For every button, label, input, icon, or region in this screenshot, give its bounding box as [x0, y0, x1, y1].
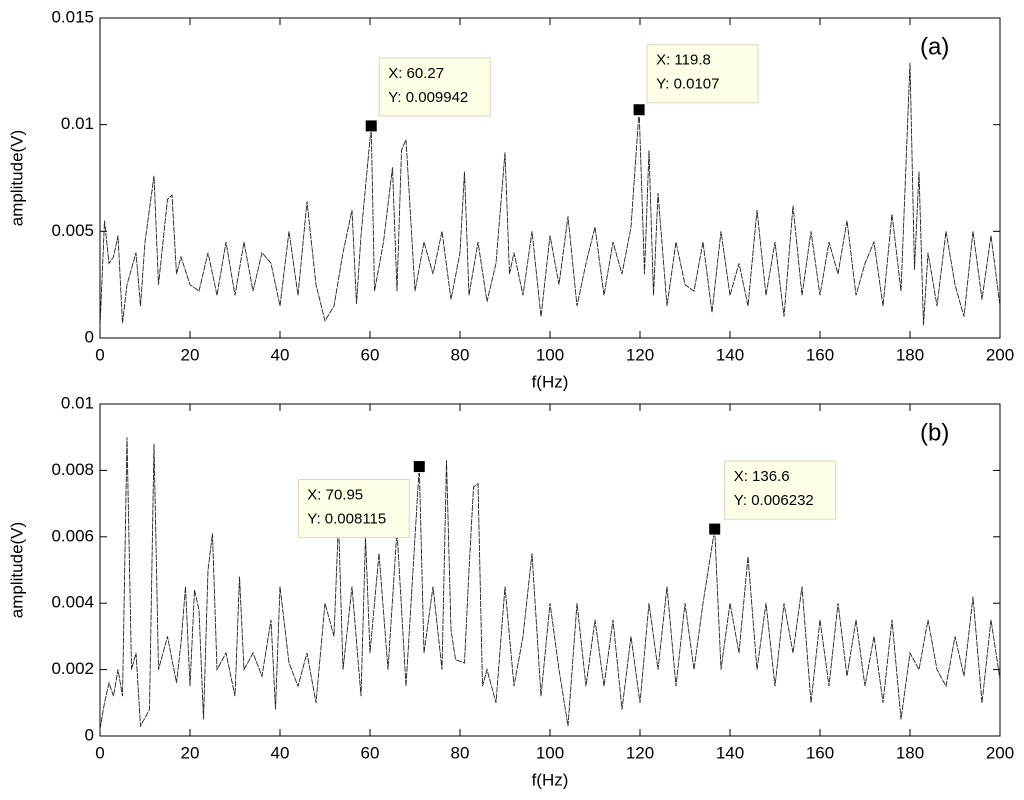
x-tick-label: 60 — [361, 743, 380, 762]
datatip-x: X: 136.6 — [734, 468, 790, 485]
y-tick-label: 0.005 — [51, 221, 94, 240]
panel-label: (b) — [920, 419, 949, 446]
datatip-box — [646, 44, 759, 104]
x-tick-label: 80 — [451, 743, 470, 762]
plot-area — [99, 403, 1001, 737]
datatip-box — [297, 479, 410, 539]
y-tick-label: 0.015 — [51, 7, 94, 26]
y-tick-label: 0 — [85, 725, 94, 744]
datatip-y: Y: 0.0107 — [656, 76, 719, 93]
y-tick-label: 0.004 — [51, 593, 94, 612]
y-tick-label: 0.002 — [51, 659, 94, 678]
datatip-marker — [632, 103, 646, 117]
datatip-x: X: 70.95 — [307, 487, 363, 504]
datatip-box — [724, 460, 837, 520]
x-tick-label: 200 — [986, 743, 1014, 762]
spectrum-line — [99, 62, 1001, 328]
x-tick-label: 120 — [626, 345, 654, 364]
x-tick-label: 80 — [451, 345, 470, 364]
x-tick-label: 0 — [95, 345, 104, 364]
y-tick-label: 0.008 — [51, 460, 94, 479]
x-tick-label: 60 — [361, 345, 380, 364]
x-tick-label: 140 — [716, 743, 744, 762]
x-tick-label: 180 — [896, 345, 924, 364]
x-tick-label: 100 — [536, 345, 564, 364]
x-axis-label: f(Hz) — [532, 372, 569, 391]
x-tick-label: 40 — [271, 743, 290, 762]
datatip-y: Y: 0.009942 — [388, 89, 468, 106]
datatip-y: Y: 0.006232 — [734, 492, 814, 509]
x-tick-label: 120 — [626, 743, 654, 762]
x-tick-label: 160 — [806, 743, 834, 762]
datatip-x: X: 60.27 — [388, 65, 444, 82]
datatip-marker — [708, 522, 722, 536]
x-tick-label: 140 — [716, 345, 744, 364]
y-tick-label: 0.01 — [61, 114, 94, 133]
x-tick-label: 200 — [986, 345, 1014, 364]
panel-label: (a) — [920, 33, 949, 60]
datatip-y: Y: 0.008115 — [307, 511, 386, 528]
x-tick-label: 40 — [271, 345, 290, 364]
y-axis-label: amplitude(V) — [7, 522, 26, 618]
datatip-box — [378, 57, 491, 117]
y-axis-label: amplitude(V) — [7, 130, 26, 226]
x-tick-label: 20 — [181, 345, 200, 364]
y-tick-label: 0.006 — [51, 526, 94, 545]
x-tick-label: 20 — [181, 743, 200, 762]
y-tick-label: 0 — [85, 327, 94, 346]
plot-area — [99, 17, 1001, 339]
x-axis-label: f(Hz) — [532, 770, 569, 789]
datatip-marker — [412, 460, 426, 474]
y-tick-label: 0.01 — [61, 393, 94, 412]
x-tick-label: 0 — [95, 743, 104, 762]
x-tick-label: 160 — [806, 345, 834, 364]
x-tick-label: 100 — [536, 743, 564, 762]
datatip-x: X: 119.8 — [656, 52, 711, 69]
datatip-marker — [364, 119, 378, 133]
x-tick-label: 180 — [896, 743, 924, 762]
spectrum-line — [99, 437, 1001, 730]
